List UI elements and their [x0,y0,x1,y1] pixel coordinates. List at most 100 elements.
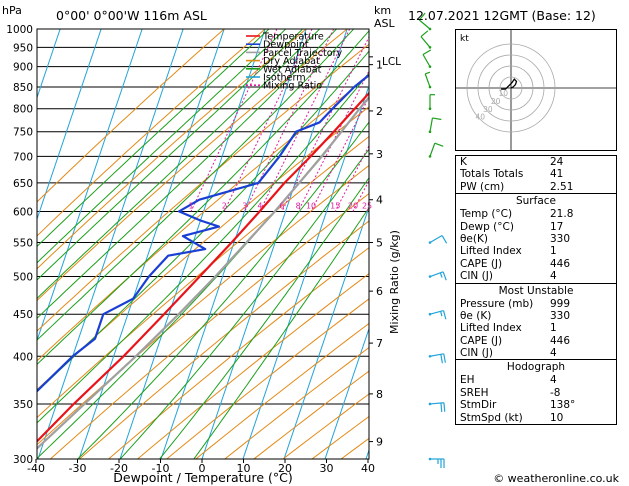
wind-barb-flag [444,354,446,363]
wind-barb [429,236,447,244]
wind-barb-staff [423,55,430,67]
km-tick-label: 5 [376,237,383,250]
wind-barb [423,50,431,68]
row-value: 330 [550,233,612,245]
table-row: EH 4 [456,374,616,386]
wind-barb [421,31,431,49]
row-key: θe(K) [460,233,488,245]
surface-title: Surface [456,194,616,208]
row-key: Lifted Index [460,322,522,334]
row-key: SREH [460,387,489,399]
hodograph-table-title: Hodograph [456,360,616,374]
row-key: StmDir [460,399,496,411]
wind-barb-flag [442,236,447,244]
mixing-ratio-label: 8 [296,201,301,210]
row-key: Lifted Index [460,245,522,257]
wind-barb [429,354,446,363]
pressure-tick-label: 650 [13,178,33,190]
km-tick-label: 9 [376,436,383,449]
wind-barb-base [429,130,432,133]
table-row: Lifted Index 1 [456,322,616,334]
wind-barb-flag [440,273,442,278]
table-row: CIN (J) 4 [456,347,616,359]
pressure-tick-label: 500 [13,272,33,284]
most-unstable-rows: Pressure (mb) 999 θe (K) 330 Lifted Index 1 CA… [456,298,616,360]
hodograph-table-rows: EH 4 SREH -8 StmDir 138° StmSpd (kt) 10 [456,374,616,424]
mixing-ratio-label: 1 [188,201,193,210]
mixing-ratio-label: 6 [279,201,284,210]
pressure-tick-label: 400 [13,351,33,363]
table-row: Dewp (°C) 17 [456,221,616,233]
wind-barb-staff [425,74,430,87]
wind-barb-base [429,86,432,89]
wind-barb-base [429,403,432,406]
row-value: 1 [550,322,612,334]
table-row: θe (K) 330 [456,310,616,322]
pressure-tick-label: 1000 [6,24,33,36]
table-row: CIN (J) 4 [456,270,616,282]
mixing-ratio-label: 10 [306,201,316,210]
pressure-tick-label: 950 [13,42,33,54]
row-key: Totals Totals [460,168,523,180]
wind-barb-base [429,313,432,316]
pressure-tick-label: 600 [13,206,33,218]
table-row: Pressure (mb) 999 [456,298,616,310]
row-value: 2.51 [550,181,612,193]
wind-barb-base [429,155,432,158]
wind-barb [425,72,431,88]
table-row: Lifted Index 1 [456,245,616,257]
wind-barb-staff [430,354,444,356]
mixing-ratio-label: 2 [222,201,227,210]
wind-barb-base [429,241,432,244]
row-value: 4 [550,347,612,359]
wind-barb [429,458,444,468]
row-value: 330 [550,310,612,322]
datetime-title: 12.07.2021 12GMT (Base: 12) [408,8,596,23]
wind-barb-base [429,107,432,110]
pressure-tick-label: 750 [13,127,33,139]
wind-barb-base [429,46,432,49]
wind-barb-flag [421,31,428,37]
wind-barb-base [429,355,432,358]
watermark: © weatheronline.co.uk [493,472,619,485]
table-row: CAPE (J) 446 [456,335,616,347]
row-key: CAPE (J) [460,258,502,270]
location-title: 0°00' 0°00'W 116m ASL [56,8,207,23]
row-value: 1 [550,245,612,257]
hodograph-ring-label: 40 [475,113,485,122]
row-key: Temp (°C) [460,208,512,220]
wind-barb-flag [441,311,442,316]
hpa-label: hPa [2,4,22,17]
wind-barb-base [429,65,432,68]
km-tick-label: 4 [376,194,383,207]
pressure-tick-label: 550 [13,238,33,250]
km-tick-label: 6 [376,285,383,298]
wind-barb-flag [432,118,441,120]
row-key: EH [460,374,475,386]
wind-barb-flag [443,272,446,280]
wind-barbs [419,13,446,468]
table-row: CAPE (J) 446 [456,258,616,270]
row-value: 41 [550,168,612,180]
table-row: PW (cm) 2.51 [456,181,616,193]
table-row: StmSpd (kt) 10 [456,412,616,424]
wind-barb-base [429,275,432,278]
wind-barb [429,95,435,110]
km-tick-label: 8 [376,388,383,401]
row-value: 446 [550,258,612,270]
x-tick-label: -30 [69,462,87,475]
row-value: 17 [550,221,612,233]
row-value: 21.8 [550,208,612,220]
mixing-ratio-axis-label: Mixing Ratio (g/kg) [388,230,401,334]
table-row: SREH -8 [456,387,616,399]
row-key: PW (cm) [460,181,504,193]
wind-barb-base [429,28,432,31]
wind-barb-flag [435,143,443,146]
wind-barb-flag [444,311,446,320]
mixing-ratio-label: 3 [242,201,247,210]
asl-label: ASL [374,17,396,30]
mixing-ratio-label: 15 [330,201,340,210]
mixing-ratio-label: 4 [257,201,262,210]
wind-barb-flag [444,403,445,412]
km-tick-label: 2 [376,105,383,118]
